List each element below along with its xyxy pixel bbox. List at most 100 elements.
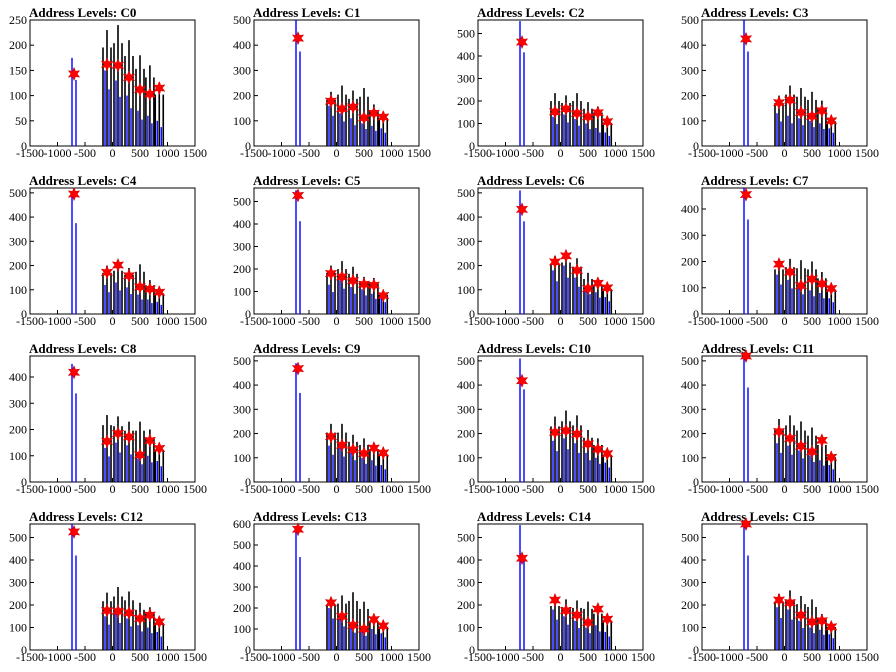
y-tick-label: 100	[233, 114, 251, 128]
x-tick-label: -1000	[268, 146, 296, 160]
peak-marker	[815, 276, 829, 291]
peak-marker	[570, 263, 584, 278]
peak-marker	[346, 99, 360, 115]
x-tick-label: 0	[558, 146, 564, 160]
x-tick-label: 1500	[407, 146, 431, 160]
peak-marker	[581, 109, 595, 124]
x-tick-label: -500	[298, 146, 320, 160]
x-tick-label: -1500	[688, 314, 716, 328]
x-tick-label: -1000	[716, 650, 744, 664]
peak-marker	[346, 442, 360, 457]
peak-marker	[815, 613, 829, 628]
y-tick-label: 300	[233, 580, 251, 594]
x-tick-label: 1500	[855, 650, 879, 664]
x-tick-label: 1500	[631, 482, 655, 496]
x-tick-label: 1500	[855, 314, 879, 328]
x-tick-label: 500	[355, 650, 373, 664]
y-tick-label: 0	[21, 139, 27, 153]
y-tick-label: 500	[457, 27, 475, 41]
y-tick-label: 500	[457, 354, 475, 368]
x-tick-label: -1500	[240, 650, 268, 664]
y-tick-label: 200	[9, 598, 27, 612]
y-tick-label: 100	[9, 449, 27, 463]
x-tick-label: 0	[110, 650, 116, 664]
peak-marker	[825, 450, 838, 465]
peak-marker	[772, 256, 786, 272]
peak-marker	[367, 106, 381, 121]
x-tick-label: -1500	[240, 314, 268, 328]
chart-title: Address Levels: C14	[477, 509, 591, 524]
peak-marker	[548, 425, 562, 440]
peak-marker	[291, 361, 305, 376]
x-tick-label: 0	[110, 146, 116, 160]
peak-marker	[601, 114, 614, 129]
peak-marker	[100, 57, 114, 72]
peak-marker	[153, 441, 166, 456]
y-tick-label: 500	[681, 354, 699, 368]
peak-marker	[548, 104, 562, 119]
x-tick-label: -1000	[268, 314, 296, 328]
x-tick-label: -1500	[688, 650, 716, 664]
x-tick-label: 0	[558, 482, 564, 496]
peak-marker	[122, 70, 136, 85]
y-tick-label: 200	[681, 598, 699, 612]
x-tick-label: 0	[558, 650, 564, 664]
peak-marker	[515, 373, 529, 388]
y-tick-label: 100	[9, 89, 27, 103]
x-tick-label: -500	[74, 482, 96, 496]
y-tick-label: 400	[233, 378, 251, 392]
y-tick-label: 100	[233, 622, 251, 636]
x-tick-label: -500	[298, 314, 320, 328]
peak-marker	[515, 202, 529, 217]
x-tick-label: 500	[131, 650, 149, 664]
y-tick-label: 0	[21, 307, 27, 321]
y-tick-label: 300	[233, 240, 251, 254]
peak-marker	[794, 438, 808, 454]
x-tick-label: -1500	[16, 650, 44, 664]
y-tick-label: 300	[9, 396, 27, 410]
x-tick-label: 1000	[828, 314, 852, 328]
peak-marker	[133, 279, 147, 295]
peak-marker	[324, 93, 338, 109]
peak-marker	[335, 438, 349, 453]
y-tick-label: 300	[9, 234, 27, 248]
x-tick-label: 0	[782, 482, 788, 496]
x-tick-label: -1000	[44, 650, 72, 664]
peak-marker	[153, 80, 166, 96]
peak-marker	[122, 429, 136, 445]
x-tick-label: 1500	[407, 650, 431, 664]
x-tick-label: -1000	[716, 146, 744, 160]
y-tick-label: 250	[9, 13, 27, 27]
x-tick-label: 500	[355, 482, 373, 496]
peak-marker	[601, 446, 614, 461]
y-tick-label: 400	[681, 553, 699, 567]
peak-marker	[111, 58, 125, 73]
x-tick-label: 0	[782, 650, 788, 664]
plot-frame	[29, 355, 196, 483]
peak-marker	[825, 281, 838, 296]
peak-marker	[591, 276, 605, 291]
y-tick-label: 0	[21, 643, 27, 657]
x-tick-label: -1000	[44, 146, 72, 160]
y-tick-label: 300	[457, 576, 475, 590]
x-tick-label: 1500	[855, 146, 879, 160]
peak-marker	[100, 603, 114, 618]
peak-marker	[357, 277, 371, 292]
x-tick-label: 1000	[604, 146, 628, 160]
peak-marker	[591, 442, 605, 457]
x-tick-label: 500	[579, 314, 597, 328]
y-tick-label: 100	[681, 451, 699, 465]
y-tick-label: 100	[457, 283, 475, 297]
y-tick-label: 200	[233, 601, 251, 615]
peak-marker	[143, 607, 157, 623]
y-tick-label: 200	[457, 259, 475, 273]
plot-frame	[477, 19, 644, 147]
peak-marker	[559, 423, 573, 438]
y-tick-label: 0	[693, 139, 699, 153]
chart-title: Address Levels: C5	[253, 173, 361, 188]
y-tick-label: 300	[681, 63, 699, 77]
chart-title: Address Levels: C4	[29, 173, 137, 188]
chart-panel: Address Levels: C15 0 100 200 300 400 500 -1500…	[681, 509, 879, 664]
y-tick-label: 300	[9, 576, 27, 590]
y-tick-label: 200	[457, 598, 475, 612]
